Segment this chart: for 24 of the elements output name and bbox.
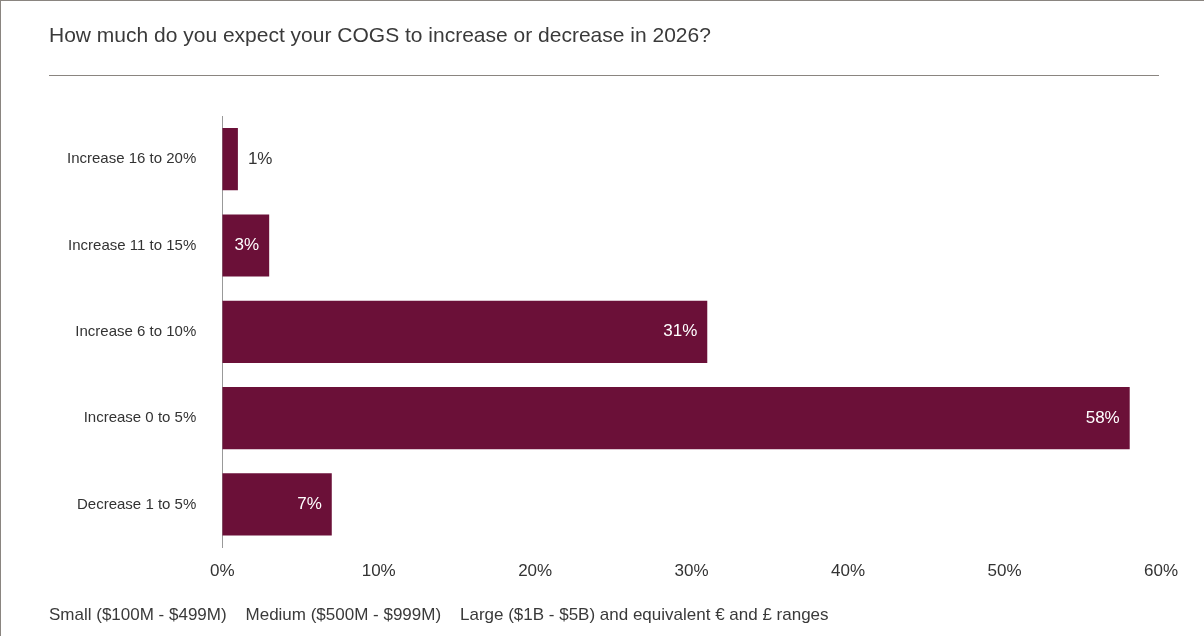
data-label: 1%	[247, 148, 273, 168]
chart-title: How much do you expect your COGS to increase or decrease in 2026?	[49, 23, 711, 47]
data-label: 58%	[1085, 407, 1120, 427]
text: Small ($100M - $499M) Medium ($500M - $999M) Large ($1B - $5B) and equivalent € and £ ranges	[49, 605, 829, 625]
bar	[222, 473, 332, 536]
x-tick-label: 0%	[209, 561, 235, 581]
x-tick-label: 40%	[831, 561, 866, 581]
data-label: 7%	[297, 494, 322, 514]
y-tick-label: Increase 11 to 15%	[68, 235, 197, 253]
y-tick-label: Decrease 1 to 5%	[77, 494, 197, 512]
bar	[222, 300, 708, 363]
bar	[222, 128, 238, 191]
data-label: 3%	[234, 235, 260, 255]
x-tick-label: 30%	[674, 561, 709, 581]
y-tick-label: Increase 0 to 5%	[83, 408, 197, 426]
x-tick-label: 50%	[987, 561, 1022, 581]
x-tick-label: 20%	[518, 561, 553, 581]
x-tick-label: 60%	[1143, 561, 1179, 581]
y-tick-label: Increase 16 to 20%	[66, 149, 197, 167]
x-tick-label: 10%	[361, 561, 396, 581]
y-tick-label: Increase 6 to 10%	[75, 321, 197, 339]
data-label: 31%	[663, 321, 698, 341]
bar	[222, 387, 1130, 450]
bar	[222, 214, 270, 277]
